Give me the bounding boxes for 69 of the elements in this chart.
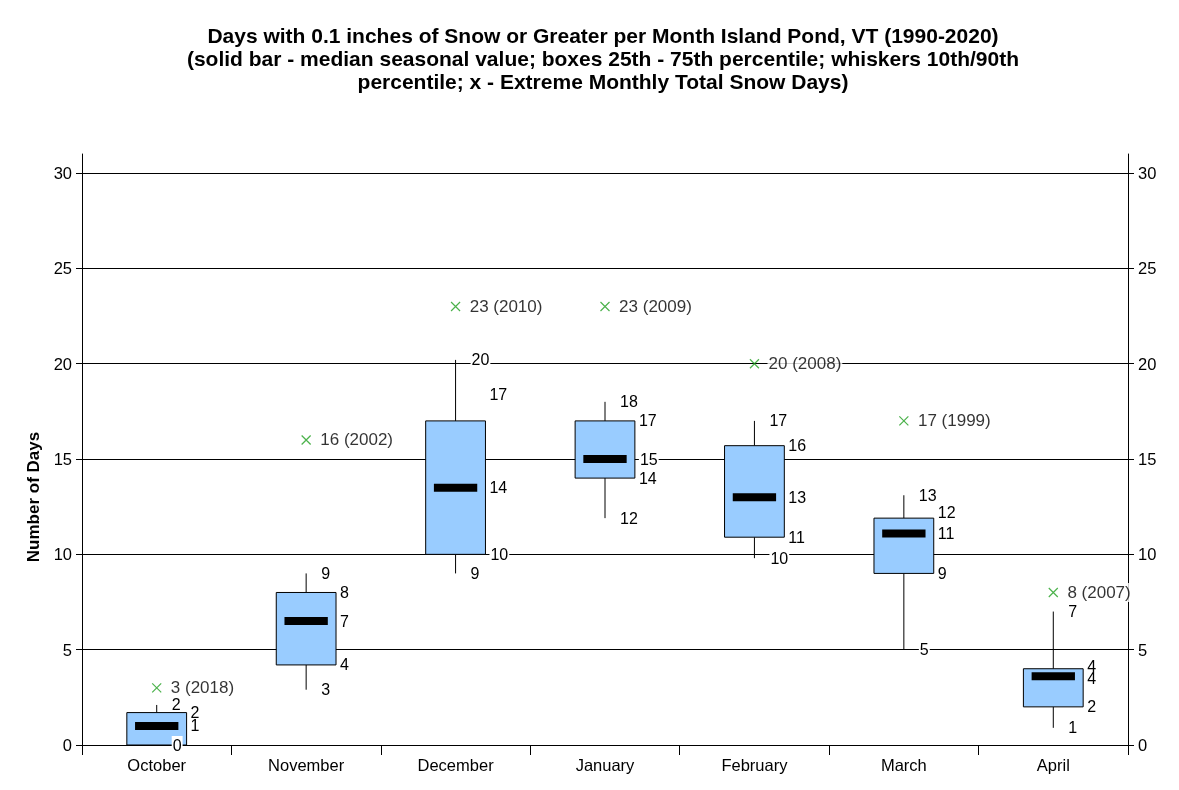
annotation: 13 xyxy=(788,488,807,506)
data-label: 16 (2002) xyxy=(320,430,394,450)
point xyxy=(898,415,909,426)
annotation: 5 xyxy=(919,641,929,659)
point xyxy=(450,301,461,312)
x-tick-label: March xyxy=(880,755,927,774)
chart-subtitle: (solid bar - median seasonal value; boxes 25th - 75th percentile; whiskers 10th/90th percentile; x - Extreme Monthly Total Snow Days) xyxy=(185,47,1021,93)
x-tick-label: October xyxy=(127,755,187,774)
y-tick-label: 25 xyxy=(53,259,72,278)
point xyxy=(301,434,312,446)
data-label: 8 (2007) xyxy=(1067,582,1131,602)
y-tick-label: 15 xyxy=(53,450,72,469)
annotation: 14 xyxy=(638,469,657,487)
annotation: 9 xyxy=(470,564,480,582)
point xyxy=(1048,587,1059,598)
x-tick-label: November xyxy=(268,755,345,774)
annotation: 17 xyxy=(769,412,788,430)
annotation: 2 xyxy=(171,696,181,714)
annotation: 20 xyxy=(471,351,490,369)
annotation: 12 xyxy=(937,503,956,521)
y2-tick-label: 25 xyxy=(1138,259,1157,278)
annotation: 16 xyxy=(788,437,807,455)
chart-title: Days with 0.1 inches of Snow or Greater per Month Island Pond, VT (1990-2020) xyxy=(206,24,1000,47)
x-tick-label: January xyxy=(575,755,636,774)
data-label: 23 (2010) xyxy=(469,297,543,317)
annotation: 14 xyxy=(489,479,508,497)
data-label: 17 (1999) xyxy=(917,411,991,431)
y2-tick-label: 20 xyxy=(1138,354,1157,373)
annotation: 4 xyxy=(340,656,350,674)
x-tick-label: April xyxy=(1036,755,1070,774)
y2-tick-label: 0 xyxy=(1138,736,1148,754)
y-tick-label: 0 xyxy=(62,736,72,754)
annotation: 9 xyxy=(321,564,331,582)
annotation: 10 xyxy=(490,545,509,563)
annotation: 9 xyxy=(937,564,947,582)
annotation: 11 xyxy=(937,524,955,542)
annotation: 1 xyxy=(190,717,200,735)
y-tick-label: 10 xyxy=(53,545,72,564)
annotation: 15 xyxy=(639,450,658,468)
y2-tick-label: 10 xyxy=(1138,545,1157,564)
annotation: 7 xyxy=(1068,603,1078,621)
annotation: 11 xyxy=(788,528,806,546)
annotation: 1 xyxy=(1068,719,1078,737)
y2-tick-label: 30 xyxy=(1138,164,1157,183)
annotation: 17 xyxy=(638,412,657,430)
annotation: 0 xyxy=(172,736,182,754)
annotation: 18 xyxy=(620,393,638,411)
y-tick-label: 30 xyxy=(53,164,72,183)
point xyxy=(599,301,611,312)
y-tick-label: 20 xyxy=(53,354,72,373)
annotation: 17 xyxy=(489,385,508,403)
data-label: 20 (2008) xyxy=(768,354,842,374)
data-label: 3 (2018) xyxy=(170,678,235,698)
y2-tick-label: 5 xyxy=(1138,640,1148,659)
y-axis-title: Number of Days xyxy=(23,431,43,563)
y-tick-label: 5 xyxy=(62,640,72,659)
annotation: 3 xyxy=(321,681,331,699)
data-label: 23 (2009) xyxy=(619,297,692,317)
annotation: 7 xyxy=(340,612,350,630)
annotation: 2 xyxy=(1087,698,1097,716)
x-tick-label: February xyxy=(721,755,789,774)
x-tick-label: December xyxy=(417,755,495,774)
annotation: 10 xyxy=(770,549,789,567)
annotation: 13 xyxy=(918,486,937,504)
point xyxy=(749,358,760,369)
annotation: 12 xyxy=(620,509,638,527)
annotation: 8 xyxy=(340,583,350,601)
y2-tick-label: 15 xyxy=(1138,450,1157,469)
point xyxy=(151,682,162,693)
